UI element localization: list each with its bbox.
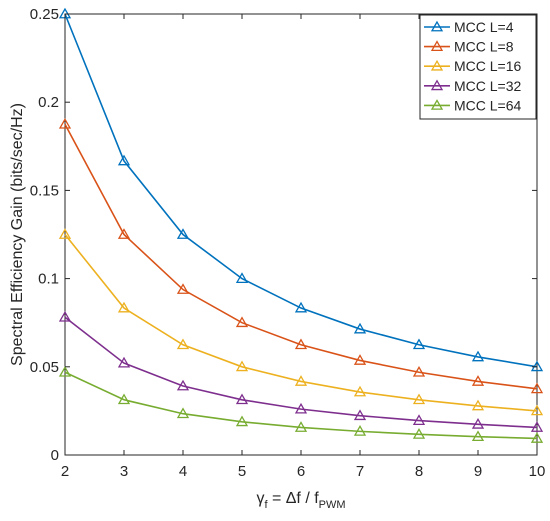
legend-marker <box>430 99 444 110</box>
data-point-marker <box>176 379 190 391</box>
series-line <box>64 316 538 429</box>
x-tick-label: 2 <box>61 463 69 480</box>
data-point-marker <box>117 228 131 239</box>
data-point-marker <box>117 154 131 166</box>
data-point-marker <box>471 417 485 429</box>
data-point-marker <box>412 393 426 405</box>
legend-marker <box>430 20 444 32</box>
ticks-layer: 2 3 4 5 6 7 8 9 10 0 0.05 0.1 0.15 0.2 0.25 <box>30 6 546 480</box>
x-tick-label: 4 <box>179 463 187 480</box>
data-point-marker <box>235 415 249 427</box>
data-point-marker <box>58 228 72 239</box>
data-point-marker <box>235 316 249 328</box>
legend-label: MCC L=4 <box>454 19 514 35</box>
legend-item: MCC L=32 <box>424 78 522 94</box>
x-axis-title-middle-sub: PWM <box>319 499 346 511</box>
data-point-marker <box>412 428 426 439</box>
legend-marker <box>430 59 444 71</box>
x-tick-label: 6 <box>297 463 305 480</box>
data-point-marker <box>471 375 485 386</box>
data-point-marker <box>471 430 485 442</box>
x-axis-title-prefix-sub: f <box>264 499 268 511</box>
y-tick-label: 0.15 <box>30 182 59 199</box>
data-point-marker <box>235 272 249 284</box>
data-point-marker <box>353 354 367 365</box>
x-axis-title-prefix: γ <box>256 490 264 507</box>
data-point-marker <box>412 414 426 426</box>
data-point-marker <box>353 425 367 436</box>
x-tick-label: 7 <box>356 463 364 480</box>
data-point-marker <box>471 399 485 411</box>
legend-box <box>419 14 537 120</box>
data-point-marker <box>412 365 426 377</box>
series-mcc-l-4 <box>58 7 544 372</box>
data-point-marker <box>294 402 308 414</box>
legend-item: MCC L=4 <box>424 19 514 35</box>
series-layer <box>58 7 544 443</box>
data-point-marker <box>412 338 426 350</box>
x-tick-label: 9 <box>474 463 482 480</box>
legend-item: MCC L=16 <box>424 58 522 74</box>
data-point-marker <box>530 421 544 432</box>
data-point-marker <box>117 301 131 313</box>
data-point-marker <box>294 375 308 386</box>
x-tick-label: 10 <box>529 463 546 480</box>
legend-label: MCC L=32 <box>454 78 522 94</box>
data-point-marker <box>530 360 544 372</box>
x-tick-label: 8 <box>415 463 423 480</box>
series-mcc-l-64 <box>58 365 544 443</box>
data-point-marker <box>530 432 544 443</box>
y-tick-label: 0.2 <box>38 94 59 111</box>
x-tick-label: 3 <box>120 463 128 480</box>
legend-item: MCC L=64 <box>424 97 522 113</box>
legend-marker <box>430 79 444 91</box>
data-point-marker <box>117 356 131 368</box>
y-tick-label: 0.1 <box>38 271 59 288</box>
legend-label: MCC L=16 <box>454 58 522 74</box>
series-mcc-l-16 <box>58 228 544 416</box>
series-mcc-l-8 <box>58 117 544 394</box>
legend-label: MCC L=64 <box>454 97 522 113</box>
data-point-marker <box>117 393 131 405</box>
legend-marker <box>430 40 444 51</box>
series-line <box>64 371 538 440</box>
data-point-marker <box>235 360 249 372</box>
legend-label: MCC L=8 <box>454 39 514 55</box>
legend-item: MCC L=8 <box>424 39 514 55</box>
x-axis-title-middle: = Δf / f <box>268 490 320 507</box>
x-tick-label: 5 <box>238 463 246 480</box>
series-line <box>64 123 538 390</box>
data-point-marker <box>235 393 249 405</box>
data-point-marker <box>58 365 72 377</box>
y-tick-label: 0 <box>51 447 59 464</box>
x-axis-title: γf = Δf / fPWM <box>256 490 345 511</box>
y-axis-title: Spectral Efficiency Gain (bits/sec/Hz) <box>9 103 26 366</box>
y-tick-label: 0.05 <box>30 359 59 376</box>
data-point-marker <box>58 310 72 322</box>
data-point-marker <box>58 117 72 129</box>
data-point-marker <box>294 421 308 432</box>
data-point-marker <box>353 409 367 421</box>
data-point-marker <box>294 301 308 313</box>
data-point-marker <box>530 404 544 416</box>
data-point-marker <box>176 407 190 419</box>
data-point-marker <box>353 322 367 334</box>
series-line <box>64 233 538 412</box>
data-point-marker <box>176 338 190 350</box>
data-point-marker <box>530 382 544 394</box>
y-tick-label: 0.25 <box>30 6 59 23</box>
data-point-marker <box>176 283 190 294</box>
series-line <box>64 13 538 368</box>
data-point-marker <box>294 338 308 350</box>
legend: MCC L=4 MCC L=8 MCC L=16 MCC L=32 MCC L=64 <box>419 14 537 120</box>
series-mcc-l-32 <box>58 310 544 432</box>
data-point-marker <box>176 228 190 239</box>
data-point-marker <box>353 385 367 397</box>
data-point-marker <box>471 350 485 362</box>
